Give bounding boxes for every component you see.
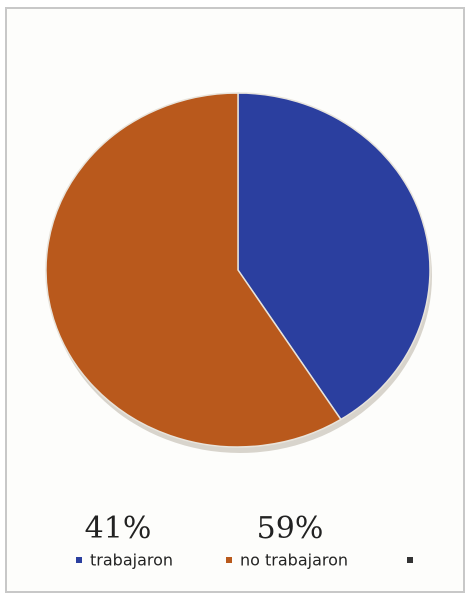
value-label: 41% xyxy=(85,511,152,546)
legend-swatch xyxy=(76,557,82,563)
pie-slice xyxy=(45,92,342,448)
legend-marker xyxy=(407,557,413,563)
legend-label: trabajaron xyxy=(90,551,173,570)
legend-label: no trabajaron xyxy=(240,551,348,570)
pie-slice xyxy=(237,92,431,421)
value-labels: 41% 59% xyxy=(85,511,324,546)
value-label: 59% xyxy=(257,511,324,546)
legend: trabajaron no trabajaron xyxy=(76,551,348,570)
pie xyxy=(45,92,431,448)
legend-swatch xyxy=(226,557,232,563)
